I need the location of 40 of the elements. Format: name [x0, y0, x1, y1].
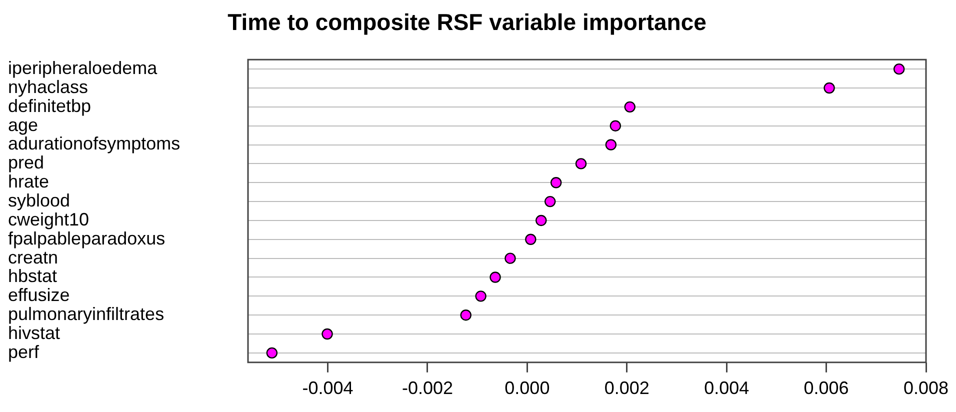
x-tick-label: 0.002 [604, 378, 650, 398]
y-tick-label: hbstat [8, 266, 58, 286]
point [605, 139, 617, 150]
point [550, 177, 562, 188]
y-tick-label: perf [8, 342, 40, 362]
point [490, 272, 501, 283]
point [322, 328, 333, 340]
y-tick-label: adurationofsymptoms [8, 134, 180, 154]
y-tick-label: iperipheraloedema [8, 58, 158, 78]
point [504, 252, 516, 264]
point [266, 347, 278, 359]
y-tick-label: hivstat [8, 322, 60, 343]
y-tick-label: syblood [8, 190, 70, 211]
y-tick-label: effusize [8, 285, 70, 306]
x-tick-label: -0.002 [402, 378, 453, 398]
point [893, 63, 905, 75]
chart-title: Time to composite RSF variable importance [228, 9, 706, 36]
y-tick-label: definitetbp [8, 96, 92, 116]
point [544, 196, 556, 208]
y-tick-label: nyhaclass [8, 76, 88, 97]
y-tick-label: pred [8, 152, 44, 173]
y-tick-label: hrate [8, 172, 50, 192]
point [475, 290, 486, 302]
y-tick-label: age [8, 114, 38, 135]
y-tick-label: creatn [8, 247, 58, 268]
x-tick-label: 0.008 [903, 378, 949, 398]
x-tick-label: 0.004 [704, 378, 750, 398]
x-tick-label: 0.000 [504, 378, 550, 398]
point [824, 82, 835, 94]
point [525, 234, 536, 245]
point [575, 158, 587, 170]
y-tick-label: cweight10 [8, 209, 90, 230]
point [624, 101, 636, 113]
point [536, 214, 547, 226]
x-tick-label: 0.006 [804, 378, 849, 398]
point [460, 309, 472, 321]
y-tick-label: fpalpableparadoxus [8, 228, 166, 248]
y-tick-label: pulmonaryinfiltrates [8, 304, 164, 324]
x-tick-label: -0.004 [302, 378, 354, 398]
point [610, 120, 622, 132]
